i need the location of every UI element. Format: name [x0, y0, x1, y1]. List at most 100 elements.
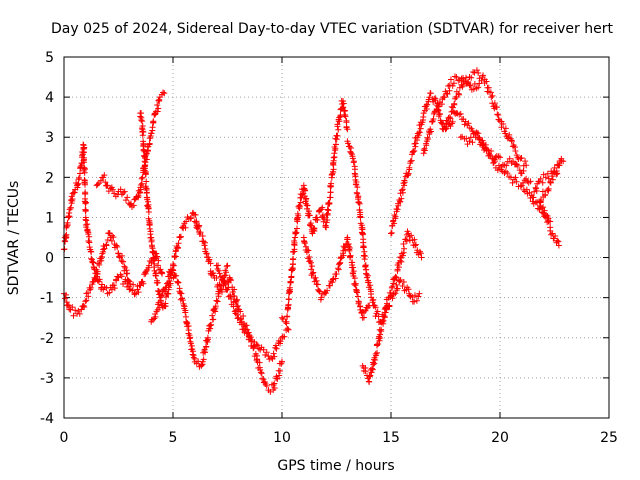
data-point-interp [355, 199, 362, 206]
data-point-interp [201, 242, 208, 249]
data-point-interp [545, 187, 552, 194]
series-track-16 [529, 155, 567, 249]
data-point-interp [62, 295, 69, 302]
data-point-interp [420, 114, 427, 121]
data-point-interp [277, 367, 284, 374]
data-point-interp [135, 192, 142, 199]
data-point-interp [103, 182, 110, 189]
data-point-interp [128, 204, 135, 211]
data-point-interp [377, 331, 384, 338]
data-point-interp [75, 307, 82, 314]
series-track-15 [457, 129, 534, 186]
data-point-interp [517, 183, 524, 190]
data-point-interp [506, 155, 513, 162]
data-point-interp [67, 204, 74, 211]
data-point-interp [127, 280, 134, 287]
data-point-interp [470, 130, 477, 137]
data-point-interp [357, 213, 364, 220]
data-point-interp [347, 252, 354, 259]
data-point-interp [319, 204, 326, 211]
data-point-interp [284, 325, 291, 332]
data-point-interp [188, 342, 195, 349]
data-point-interp [131, 291, 138, 298]
data-point-interp [391, 220, 398, 227]
data-point-interp [370, 361, 377, 368]
data-point-interp [540, 171, 547, 178]
data-point-interp [139, 132, 146, 139]
data-point-interp [121, 188, 128, 195]
data-point-interp [412, 241, 419, 248]
data-point-interp [75, 176, 82, 183]
data-point-interp [216, 270, 223, 277]
data-point-interp [328, 180, 335, 187]
data-point-interp [512, 174, 519, 181]
data-point-interp [393, 274, 400, 281]
data-point-interp [533, 187, 540, 194]
data-point-interp [263, 349, 270, 356]
data-point-interp [331, 153, 338, 160]
data-point-interp [278, 358, 285, 365]
data-point-interp [336, 118, 343, 125]
data-point-interp [433, 106, 440, 113]
data-point-interp [314, 217, 321, 224]
data-point-interp [111, 285, 118, 292]
data-point-interp [399, 252, 406, 259]
data-point-interp [404, 228, 411, 235]
data-point-interp [221, 280, 228, 287]
data-point-interp [483, 78, 490, 85]
data-point-interp [100, 248, 107, 255]
data-point-interp [314, 281, 321, 288]
data-point-interp [92, 275, 99, 282]
data-point-interp [400, 241, 407, 248]
data-point-interp [213, 297, 220, 304]
data-point-interp [499, 161, 506, 168]
data-point-interp [380, 317, 387, 324]
data-point-interp [547, 227, 554, 234]
data-point-interp [162, 300, 169, 307]
data-point-interp [115, 250, 122, 257]
data-point-interp [509, 179, 516, 186]
data-point-interp [66, 210, 73, 217]
data-point-interp [504, 170, 511, 177]
data-point-interp [342, 113, 349, 120]
data-point-interp [214, 298, 221, 305]
data-point-interp [122, 197, 129, 204]
data-point-interp [308, 266, 315, 273]
data-point-interp [334, 121, 341, 128]
data-point-interp [292, 230, 299, 237]
data-point-interp [552, 232, 559, 239]
data-point-interp [352, 282, 359, 289]
data-point-interp [333, 270, 340, 277]
data-point-interp [118, 191, 125, 198]
data-point-interp [187, 340, 194, 347]
data-point-interp [350, 159, 357, 166]
data-point-interp [230, 299, 237, 306]
data-point-interp [106, 289, 113, 296]
data-point-interp [370, 296, 377, 303]
data-point-interp [355, 299, 362, 306]
data-point-interp [427, 90, 434, 97]
data-point-interp [384, 302, 391, 309]
data-point-interp [304, 246, 311, 253]
data-point-interp [476, 135, 483, 142]
data-point-interp [336, 260, 343, 267]
data-point-interp [81, 304, 88, 311]
data-point-interp [174, 279, 181, 286]
data-point-interp [464, 141, 471, 148]
series-track-9 [300, 234, 373, 321]
data-point-interp [541, 213, 548, 220]
data-point-interp [156, 304, 163, 311]
data-point-interp [285, 301, 292, 308]
data-point-interp [351, 170, 358, 177]
data-point-interp [118, 273, 125, 280]
data-point-interp [139, 122, 146, 129]
data-point-interp [518, 154, 525, 161]
data-point-interp [415, 132, 422, 139]
data-point-interp [138, 175, 145, 182]
data-point-interp [210, 270, 217, 277]
data-point-interp [253, 352, 260, 359]
data-point-interp [362, 368, 369, 375]
data-point-interp [517, 155, 524, 162]
data-point-interp [354, 184, 361, 191]
